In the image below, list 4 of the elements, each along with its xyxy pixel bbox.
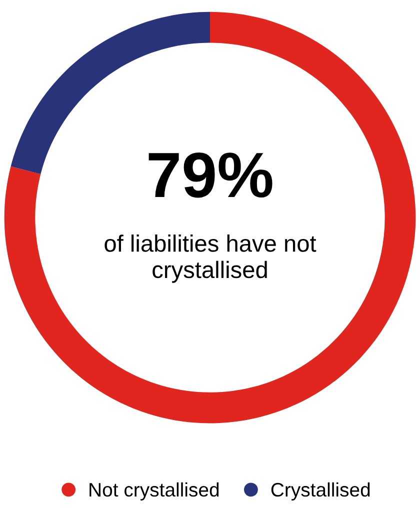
text: of liabilities have not crystallised [104,234,316,283]
legend-label: Crystallised [271,482,370,500]
legend-label: Not crystallised [90,482,219,500]
text: 79% [148,152,272,198]
